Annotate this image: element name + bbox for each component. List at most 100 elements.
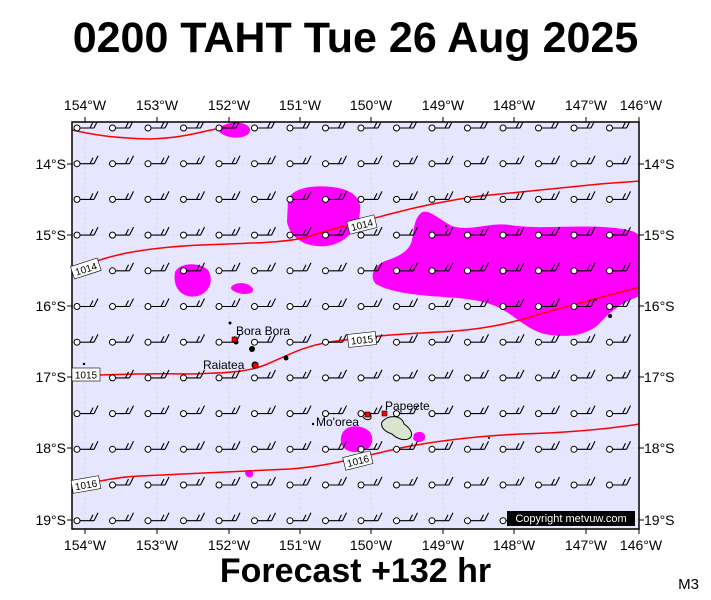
wind-barb	[577, 226, 596, 236]
lon-label: 150°W	[350, 537, 393, 553]
wind-barb	[151, 122, 169, 129]
wind-barb	[470, 512, 489, 522]
wind-barb-station	[180, 374, 187, 382]
wind-barb-station	[215, 231, 223, 239]
latitude-labels-left: 14°S 15°S 16°S 17°S 18°S 19°S	[35, 156, 66, 528]
lon-label: 149°W	[422, 97, 465, 113]
wind-barb-station	[322, 267, 329, 275]
wind-barb	[328, 262, 347, 272]
lat-label: 16°S	[35, 298, 66, 314]
wind-barb	[293, 298, 312, 308]
wind-barb	[257, 122, 276, 129]
lat-label: 16°S	[644, 298, 675, 314]
wind-barb-station	[180, 445, 187, 453]
map-frame	[71, 121, 640, 530]
wind-barb-station	[215, 481, 223, 489]
lon-label: 146°W	[620, 537, 663, 553]
wind-barb-station	[286, 338, 294, 346]
wind-barb	[222, 369, 241, 379]
wind-barb	[541, 405, 560, 415]
wind-barb	[470, 405, 489, 415]
wind-barb-station	[393, 124, 400, 132]
place-label-papeete: Papeete	[385, 399, 430, 413]
wind-barb-station	[499, 410, 507, 418]
wind-barb	[257, 226, 276, 236]
wind-barb-station	[464, 195, 471, 203]
wind-barb-station	[499, 338, 507, 346]
wind-barb-station	[251, 410, 258, 418]
wind-barb	[364, 155, 383, 165]
wind-barb	[399, 512, 418, 522]
wind-barb-station	[606, 410, 613, 418]
place-marker	[231, 336, 238, 343]
wind-barb-station	[428, 410, 436, 418]
wind-barb	[470, 298, 489, 308]
wind-barb	[115, 191, 134, 200]
lat-label: 19°S	[35, 512, 66, 528]
wind-barb	[80, 122, 98, 129]
wind-barb	[541, 226, 560, 236]
wind-barb	[399, 333, 418, 343]
wind-barb-station	[73, 160, 81, 168]
wind-barb-station	[109, 124, 116, 132]
wind-barb-station	[464, 160, 471, 168]
wind-barb-station	[357, 231, 365, 239]
wind-barb	[151, 369, 170, 379]
copyright-text: Copyright metvuw.com	[515, 513, 626, 525]
wind-barb-station	[251, 195, 258, 203]
wind-barb	[470, 226, 489, 236]
wind-barb	[222, 512, 241, 522]
wind-barb	[541, 298, 560, 308]
lon-label: 154°W	[64, 537, 107, 553]
wind-barb	[541, 333, 560, 343]
lat-label: 15°S	[644, 227, 675, 243]
wind-barb	[577, 191, 596, 200]
wind-barb	[257, 369, 276, 379]
rain-area-south-central	[340, 426, 373, 452]
wind-barb	[506, 333, 525, 343]
lon-label: 154°W	[64, 97, 107, 113]
wind-barb	[364, 476, 383, 486]
wind-barb	[577, 122, 595, 129]
wind-barb	[222, 122, 240, 129]
wind-barb	[435, 512, 454, 522]
wind-barb-station	[357, 445, 365, 453]
wind-barb-station	[393, 517, 400, 525]
wind-barb-station	[251, 124, 258, 132]
wind-barb	[435, 226, 454, 236]
wind-barb	[506, 476, 525, 486]
wind-barb	[115, 226, 134, 236]
wind-barb	[222, 441, 241, 450]
wind-barb-station	[357, 481, 365, 489]
wind-barb	[293, 369, 312, 379]
wind-barb-station	[180, 231, 187, 239]
wind-barb-station	[499, 231, 507, 239]
wind-barb	[435, 262, 454, 272]
wind-barb-station	[286, 195, 294, 203]
wind-barb	[577, 333, 596, 343]
wind-barb	[435, 122, 453, 129]
wind-barb-station	[215, 374, 223, 382]
wind-barb-station	[428, 517, 436, 525]
wind-barb	[577, 369, 596, 379]
wind-barb	[470, 441, 489, 450]
place-marker	[364, 411, 371, 418]
wind-barb	[435, 476, 454, 486]
wind-barb	[364, 512, 383, 522]
wind-barb-station	[215, 267, 223, 275]
wind-barb-station	[180, 303, 187, 310]
wind-barb	[577, 441, 596, 450]
wind-barb-station	[393, 195, 400, 203]
copyright-box	[507, 511, 635, 526]
wind-barb-station	[393, 160, 400, 168]
wind-barb-station	[322, 445, 329, 453]
wind-barb	[115, 333, 134, 343]
wind-barb	[328, 441, 347, 450]
wind-barb-station	[570, 124, 578, 132]
wind-barb	[506, 298, 525, 308]
wind-barb	[115, 441, 134, 450]
wind-barb-station	[180, 410, 187, 418]
axis-ticks	[67, 117, 644, 534]
wind-barb	[80, 405, 99, 415]
